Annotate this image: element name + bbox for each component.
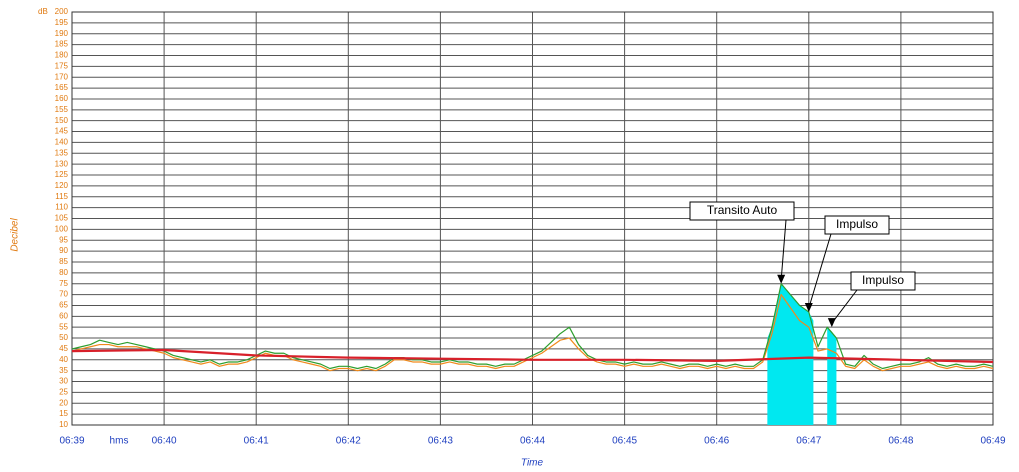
y-tick-label: 65	[59, 301, 68, 310]
annotation-text: Transito Auto	[707, 203, 778, 217]
y-tick-label: 50	[59, 333, 68, 342]
y-tick-label: 175	[55, 61, 69, 70]
x-tick-label: 06:39	[59, 436, 84, 447]
x-tick-label: 06:48	[888, 436, 913, 447]
y-tick-label: 140	[55, 138, 69, 147]
y-tick-label: 20	[59, 398, 68, 407]
y-tick-label: 180	[55, 51, 69, 60]
y-tick-label: 25	[59, 388, 68, 397]
y-tick-label: 155	[55, 105, 69, 114]
series-line	[71, 348, 994, 364]
y-tick-label: 45	[59, 344, 68, 353]
annotation-arrowhead	[777, 274, 786, 284]
y-tick-label: 145	[55, 127, 69, 136]
annotation-box	[824, 215, 890, 235]
y-tick-label: 15	[59, 409, 68, 418]
y-tick-label: 95	[59, 235, 68, 244]
x-tick-label: 06:49	[980, 436, 1005, 447]
y-tick-label: 195	[55, 18, 69, 27]
y-axis-label: Decibel	[10, 218, 21, 252]
annotation-box	[850, 271, 916, 291]
y-tick-label: 160	[55, 94, 69, 103]
y-tick-label: 170	[55, 72, 69, 81]
y-tick-label: 190	[55, 29, 69, 38]
annotation-arrow	[808, 233, 832, 309]
annotation-arrow	[831, 289, 858, 324]
y-tick-label: 90	[59, 246, 68, 255]
x-tick-label: 06:44	[520, 436, 545, 447]
x-tick-label: 06:45	[612, 436, 637, 447]
y-unit: dB	[38, 7, 48, 16]
plot-border	[71, 11, 994, 426]
y-tick-label: 105	[55, 214, 69, 223]
x-tick-label: 06:47	[796, 436, 821, 447]
annotation-text: Impulso	[862, 273, 904, 287]
x-axis-label: Time	[521, 458, 544, 469]
y-tick-label: 30	[59, 377, 68, 386]
y-tick-label: 60	[59, 311, 68, 320]
y-tick-label: 110	[55, 203, 68, 212]
x-unit: hms	[110, 436, 129, 447]
y-tick-label: 10	[59, 420, 68, 429]
series-line	[71, 283, 994, 370]
y-tick-label: 100	[55, 224, 69, 233]
y-tick-label: 75	[59, 279, 68, 288]
y-tick-label: 130	[55, 159, 69, 168]
x-tick-label: 06:46	[704, 436, 729, 447]
annotation-arrowhead	[827, 318, 836, 328]
x-tick-label: 06:43	[428, 436, 453, 447]
y-tick-label: 135	[55, 148, 69, 157]
annotation-arrowhead	[804, 302, 813, 312]
y-tick-label: 40	[59, 355, 68, 364]
event-area	[767, 283, 814, 425]
y-tick-label: 115	[55, 192, 68, 201]
x-tick-label: 06:40	[152, 436, 177, 447]
y-tick-label: 70	[59, 290, 68, 299]
annotation-box	[689, 201, 795, 221]
event-area	[827, 327, 837, 425]
annotation-arrow	[780, 219, 787, 280]
y-tick-label: 200	[55, 7, 69, 16]
y-tick-label: 55	[59, 322, 68, 331]
annotation-text: Impulso	[836, 217, 878, 231]
y-tick-label: 125	[55, 170, 69, 179]
x-tick-label: 06:41	[244, 436, 269, 447]
y-tick-label: 165	[55, 83, 69, 92]
y-tick-label: 85	[59, 257, 68, 266]
y-tick-label: 120	[55, 181, 69, 190]
y-tick-label: 150	[55, 116, 69, 125]
y-tick-label: 80	[59, 268, 68, 277]
x-tick-label: 06:42	[336, 436, 361, 447]
y-tick-label: 35	[59, 366, 68, 375]
y-tick-label: 185	[55, 40, 69, 49]
